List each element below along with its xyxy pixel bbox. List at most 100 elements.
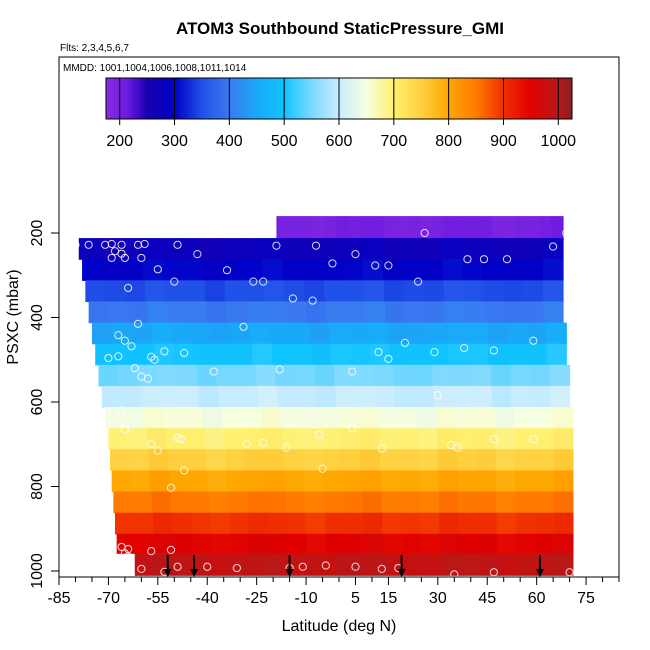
heatmap-cell <box>280 407 301 429</box>
heatmap-cell <box>436 407 457 429</box>
heatmap-cell <box>277 385 298 408</box>
colorbar-tick-label: 700 <box>380 133 407 150</box>
observation-point <box>371 261 380 270</box>
heatmap-cell <box>242 259 264 281</box>
heatmap-cell <box>374 385 395 408</box>
heatmap-cell <box>431 216 445 239</box>
x-tick-label: -10 <box>294 590 317 607</box>
heatmap-cell <box>380 449 400 472</box>
heatmap-cell <box>442 259 464 281</box>
heatmap-cell <box>487 322 508 345</box>
heatmap-cell <box>128 301 149 324</box>
heatmap-cell <box>269 322 291 345</box>
heatmap-cell <box>134 512 154 535</box>
colorbar-tick-label: 300 <box>161 133 188 150</box>
heatmap-cell <box>476 449 497 472</box>
heatmap-cell <box>428 343 450 366</box>
heatmap-cell <box>222 407 243 429</box>
heatmap-cell <box>162 259 183 281</box>
heatmap-cell <box>262 259 284 281</box>
heatmap-cell <box>483 301 505 324</box>
heatmap-cell <box>166 428 187 450</box>
heatmap-cell <box>317 553 337 576</box>
heatmap-cell <box>130 470 151 493</box>
heatmap-cell <box>265 470 286 493</box>
heatmap-cell <box>267 512 288 535</box>
heatmap-cell <box>418 449 439 472</box>
heatmap-cell <box>188 470 209 493</box>
heatmap-cell <box>420 512 440 535</box>
heatmap-cell <box>471 364 492 387</box>
observation-point <box>209 367 218 376</box>
heatmap-cell <box>371 216 385 239</box>
colorbar-tick-label: 400 <box>216 133 243 150</box>
heatmap-cell <box>533 407 554 429</box>
heatmap-cell <box>282 259 304 281</box>
heatmap-cell <box>246 301 268 324</box>
heatmap-cell <box>385 301 406 324</box>
heatmap-cell <box>526 322 548 345</box>
y-tick-label: 800 <box>29 473 46 500</box>
heatmap-cell <box>444 301 465 324</box>
heatmap-cell <box>324 280 345 303</box>
heatmap-cell <box>140 385 161 408</box>
heatmap-cell <box>408 553 428 576</box>
heatmap-cell <box>182 259 203 281</box>
heatmap-cell <box>379 428 400 450</box>
y-axis: 200 400 600 800 1000 <box>29 220 59 589</box>
observation-point <box>259 438 268 448</box>
heatmap-cell <box>121 385 142 408</box>
heatmap-cell <box>213 343 234 366</box>
heatmap-cell <box>491 385 512 408</box>
heatmap-cell <box>179 385 200 408</box>
heatmap-cell <box>131 322 152 345</box>
heatmap-cell <box>160 385 181 408</box>
heatmap-cell <box>355 385 376 408</box>
heatmap-cell <box>534 491 555 514</box>
colorbar-tick-label: 900 <box>490 133 517 150</box>
observation-point <box>351 562 360 571</box>
heatmap-cell <box>515 512 536 535</box>
heatmap-cell <box>343 491 363 514</box>
heatmap-cell <box>95 343 116 366</box>
heatmap-cell <box>463 280 484 303</box>
heatmap-cell <box>252 343 273 366</box>
heatmap-cell <box>507 322 528 345</box>
heatmap-cell <box>151 491 172 514</box>
heatmap-cell <box>170 491 191 514</box>
observation-point <box>137 564 146 573</box>
heatmap-cell <box>372 553 391 576</box>
observation-point <box>232 563 241 573</box>
heatmap-cell <box>285 491 306 514</box>
heatmap-cell <box>553 491 574 514</box>
heatmap-cell <box>527 216 540 239</box>
heatmap-cell <box>382 533 403 554</box>
heatmap-cell <box>102 259 123 281</box>
observation-point <box>384 354 393 364</box>
flight-marker-arrow-icon <box>535 569 544 577</box>
heatmap-cell <box>193 343 214 366</box>
heatmap-cell <box>340 428 361 450</box>
heatmap-cell <box>255 364 276 387</box>
observation-point <box>104 353 113 363</box>
heatmap-cell <box>222 259 243 281</box>
heatmap-cell <box>148 449 169 472</box>
observation-point <box>489 435 498 444</box>
heatmap-cell <box>542 238 564 260</box>
heatmap-cell <box>335 385 356 408</box>
observation-point <box>565 568 574 577</box>
heatmap-cell <box>503 280 524 303</box>
heatmap-cell <box>523 301 544 324</box>
heatmap-cell <box>306 301 327 324</box>
heatmap-cell <box>360 216 373 239</box>
observation-point <box>377 444 386 453</box>
heatmap-cell <box>306 533 327 554</box>
heatmap-cell <box>539 216 552 239</box>
heatmap-cell <box>422 259 444 281</box>
heatmap-cell <box>404 301 426 324</box>
heatmap-cell <box>491 364 512 387</box>
heatmap-cell <box>443 280 465 303</box>
heatmap-cell <box>205 428 226 450</box>
heatmap-cell <box>463 553 483 576</box>
observation-point <box>239 322 248 331</box>
